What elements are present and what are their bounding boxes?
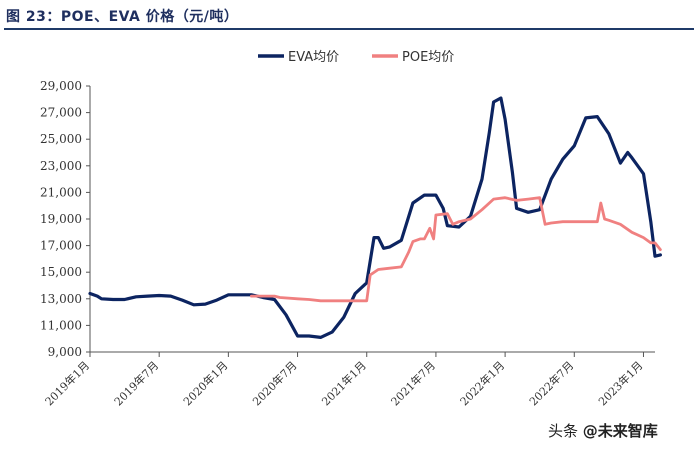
x-tick-label: 2021年1月 bbox=[319, 358, 369, 408]
x-tick-label: 2022年1月 bbox=[457, 358, 507, 408]
y-tick-label: 9,000 bbox=[48, 345, 82, 359]
x-tick-label: 2020年7月 bbox=[249, 358, 299, 408]
legend-entry: EVA均价 bbox=[288, 50, 339, 65]
watermark-handle: @未来智库 bbox=[582, 422, 658, 440]
y-tick-label: 15,000 bbox=[40, 265, 82, 279]
y-tick-label: 21,000 bbox=[40, 185, 82, 199]
y-tick-label: 23,000 bbox=[40, 159, 82, 173]
y-tick-label: 13,000 bbox=[40, 292, 82, 306]
y-tick-label: 29,000 bbox=[40, 79, 82, 93]
y-tick-label: 17,000 bbox=[40, 239, 82, 253]
legend-entry: POE均价 bbox=[402, 50, 454, 65]
y-tick-label: 11,000 bbox=[40, 318, 82, 332]
chart-title: 图 23：POE、EVA 价格（元/吨） bbox=[6, 9, 239, 25]
y-tick-label: 25,000 bbox=[40, 132, 82, 146]
title-bar: 图 23：POE、EVA 价格（元/吨） bbox=[0, 0, 700, 30]
watermark: 头条 @未来智库 bbox=[548, 420, 658, 441]
x-tick-label: 2019年1月 bbox=[42, 358, 92, 408]
y-tick-label: 27,000 bbox=[40, 106, 82, 120]
series-line-eva bbox=[88, 96, 662, 339]
x-tick-label: 2023年1月 bbox=[595, 358, 645, 408]
y-tick-label: 19,000 bbox=[40, 212, 82, 226]
title-divider bbox=[4, 28, 694, 30]
x-tick-label: 2020年1月 bbox=[180, 358, 230, 408]
series-line-poe bbox=[250, 196, 662, 303]
watermark-platform: 头条 bbox=[548, 422, 579, 440]
x-tick-label: 2019年7月 bbox=[111, 358, 161, 408]
x-tick-label: 2021年7月 bbox=[388, 358, 438, 408]
x-tick-label: 2022年7月 bbox=[526, 358, 576, 408]
